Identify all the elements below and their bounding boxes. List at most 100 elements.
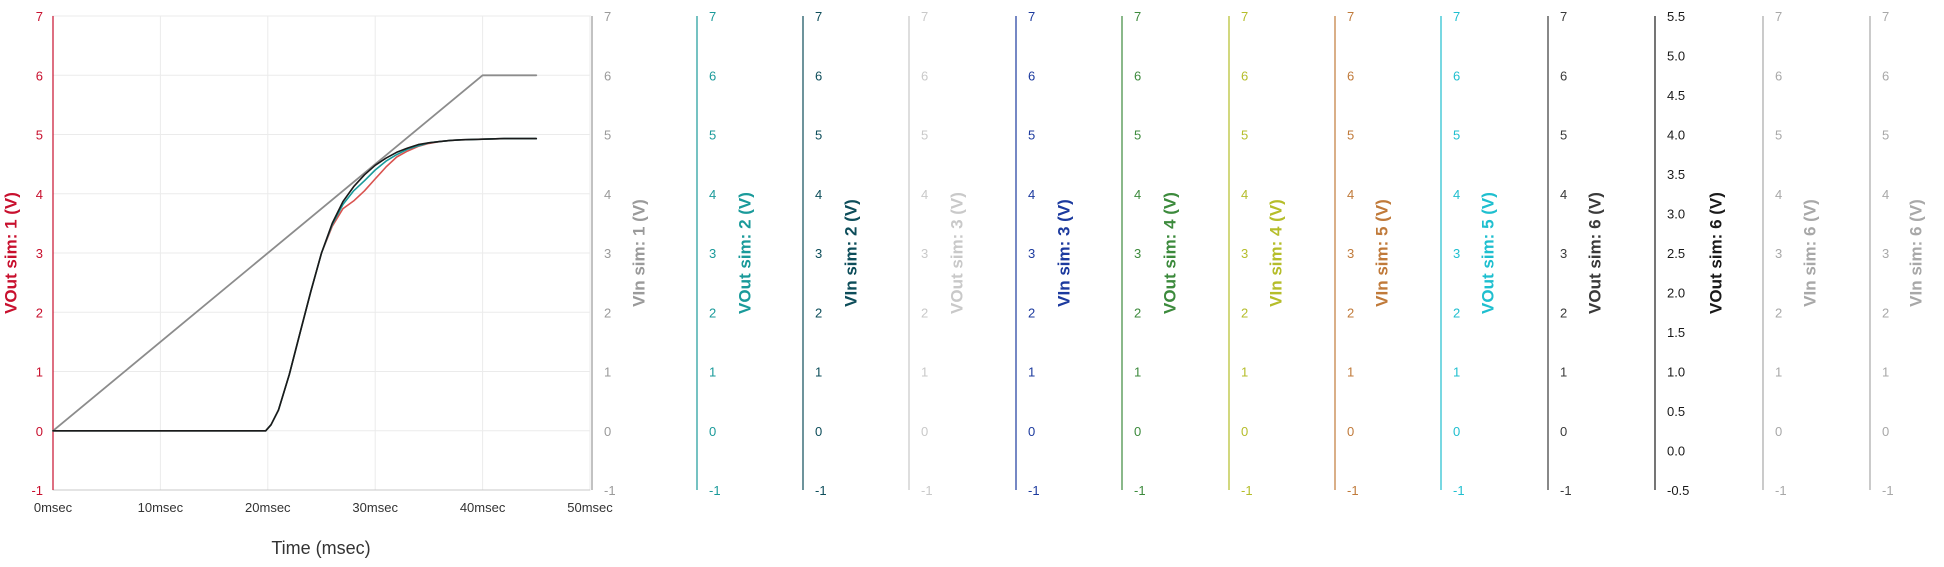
y-tick-label: -1 [1241,483,1253,498]
y-tick-label: 0.0 [1667,444,1685,459]
y-tick-label: -1 [1028,483,1040,498]
y-tick-label: 3 [1560,246,1567,261]
y-tick-label: 4 [1560,187,1567,202]
y-tick-label: 2 [1882,305,1889,320]
y-tick-label: 3.0 [1667,207,1685,222]
y-tick-label: 5 [1882,128,1889,143]
y-tick-label: 3 [1134,246,1141,261]
y-tick-label: -1 [709,483,721,498]
y-tick-label: -1 [1347,483,1359,498]
x-tick-label: 50msec [567,500,613,515]
y-tick-label: 4 [709,187,716,202]
y-tick-label: 2 [1775,305,1782,320]
y-tick-label: 6 [1028,68,1035,83]
y-tick-label: -1 [815,483,827,498]
y-axis-title: VOut sim: 4 (V) [1161,192,1180,314]
y-tick-label: 1 [604,365,611,380]
y-tick-label: 5 [1347,128,1354,143]
y-tick-label: 0 [815,424,822,439]
y-tick-label: -0.5 [1667,483,1689,498]
y-tick-label: 7 [1882,9,1889,24]
x-tick-label: 0msec [34,500,73,515]
y-tick-label: 1 [1775,365,1782,380]
y-tick-label: 1 [1453,365,1460,380]
y-tick-label: 7 [709,9,716,24]
y-tick-label: 4 [1453,187,1460,202]
y-tick-label: 3.5 [1667,167,1685,182]
y-tick-label: 5 [1775,128,1782,143]
y-tick-label: 0 [1134,424,1141,439]
y-axis-title: VIn sim: 1 (V) [630,199,649,307]
y-tick-label: 5 [709,128,716,143]
y-axis-title: VOut sim: 2 (V) [736,192,755,314]
x-tick-label: 20msec [245,500,291,515]
y-tick-label: 1 [815,365,822,380]
y-tick-label: 7 [1775,9,1782,24]
y-axis-title: VOut sim: 6 (V) [1707,192,1726,314]
y-tick-label: 4 [815,187,822,202]
y-tick-label: -1 [31,483,43,498]
y-tick-label: 5.0 [1667,49,1685,64]
y-tick-label: 6 [815,68,822,83]
y-tick-label: 0 [1775,424,1782,439]
y-tick-label: 5 [1134,128,1141,143]
y-tick-label: -1 [1560,483,1572,498]
y-tick-label: 2 [709,305,716,320]
y-tick-label: 4 [921,187,928,202]
y-tick-label: 0 [1241,424,1248,439]
y-tick-label: 6 [1560,68,1567,83]
y-tick-label: 3 [604,246,611,261]
y-tick-label: -1 [1775,483,1787,498]
y-tick-label: 3 [36,246,43,261]
y-tick-label: 2.5 [1667,246,1685,261]
series-line [52,74,538,432]
y-tick-label: 7 [1347,9,1354,24]
y-axis-title: VIn sim: 6 (V) [1907,199,1926,307]
y-tick-label: 3 [815,246,822,261]
y-tick-label: 0 [1882,424,1889,439]
y-tick-label: 1 [1882,365,1889,380]
y-axis-title: VIn sim: 4 (V) [1267,199,1286,307]
y-tick-label: 7 [604,9,611,24]
y-tick-label: 2 [815,305,822,320]
y-tick-label: 0 [1347,424,1354,439]
y-tick-label: 1.0 [1667,365,1685,380]
y-tick-label: 0 [709,424,716,439]
y-tick-label: 3 [1882,246,1889,261]
y-tick-label: 0 [36,424,43,439]
y-tick-label: 3 [709,246,716,261]
y-tick-label: 3 [1347,246,1354,261]
y-tick-label: 4.5 [1667,88,1685,103]
y-axis-title: VOut sim: 6 (V) [1586,192,1605,314]
y-tick-label: 3 [1028,246,1035,261]
y-tick-label: -1 [921,483,933,498]
x-tick-label: 30msec [352,500,398,515]
y-tick-label: 7 [815,9,822,24]
y-tick-label: 0 [1453,424,1460,439]
y-tick-label: 1 [1028,365,1035,380]
y-tick-label: 1 [921,365,928,380]
y-tick-label: 3 [921,246,928,261]
y-axis-title: VIn sim: 6 (V) [1801,199,1820,307]
x-tick-label: 10msec [138,500,184,515]
y-tick-label: 1 [1347,365,1354,380]
y-tick-label: 1 [1560,365,1567,380]
y-tick-label: 1 [1134,365,1141,380]
x-axis-title: Time (msec) [271,538,370,558]
y-axis-title: VOut sim: 3 (V) [948,192,967,314]
y-axis-title: VIn sim: 3 (V) [1055,199,1074,307]
y-tick-label: 4.0 [1667,128,1685,143]
y-axis-title: VIn sim: 5 (V) [1373,199,1392,307]
y-tick-label: 4 [1241,187,1248,202]
y-tick-label: -1 [1882,483,1894,498]
y-tick-label: 4 [604,187,611,202]
y-tick-label: 0 [1028,424,1035,439]
x-tick-label: 40msec [460,500,506,515]
y-tick-label: 1 [709,365,716,380]
y-tick-label: 6 [1134,68,1141,83]
y-tick-label: 6 [1453,68,1460,83]
y-tick-label: 6 [1241,68,1248,83]
y-tick-label: 4 [1134,187,1141,202]
y-tick-label: 6 [604,68,611,83]
